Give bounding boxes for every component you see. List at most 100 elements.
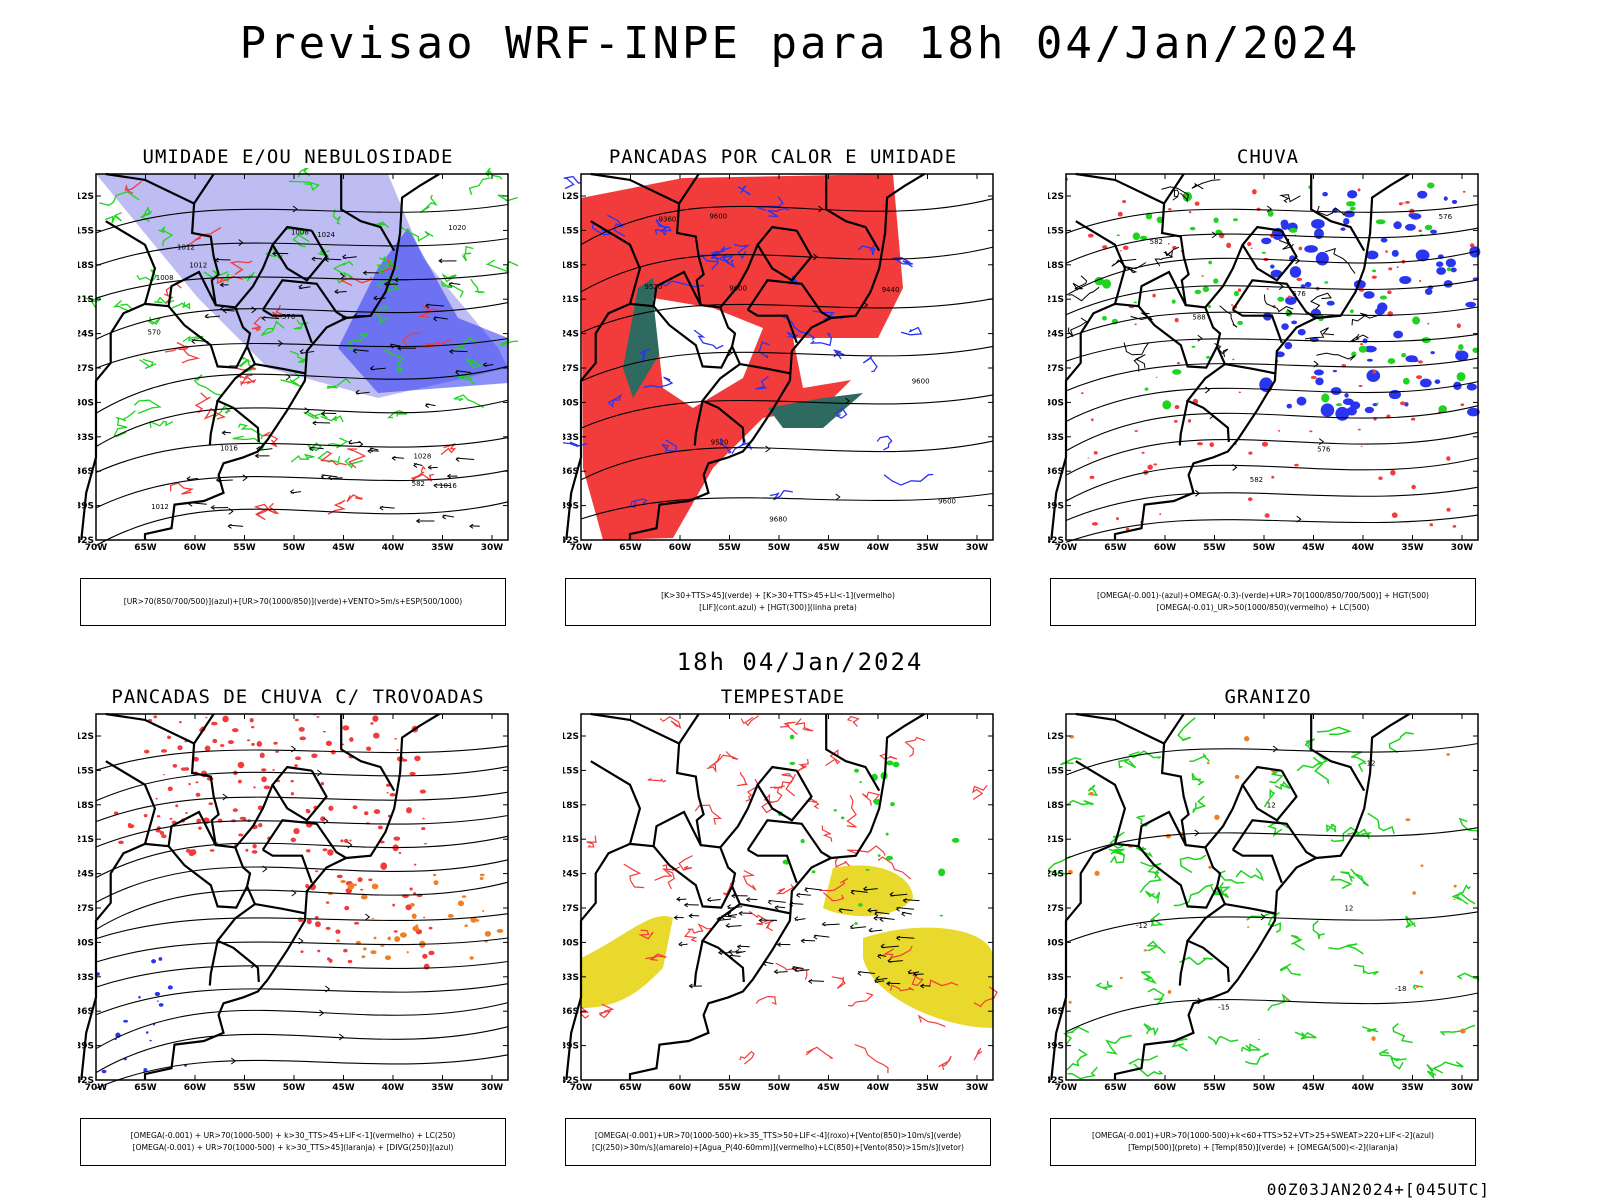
wind-vector-head xyxy=(222,308,227,314)
thunderstorm-area-red xyxy=(311,753,318,758)
omega-area-blue xyxy=(1465,301,1477,308)
thunderstorm-area-red xyxy=(389,793,396,797)
rain-area-red xyxy=(1250,247,1253,249)
border-line xyxy=(262,308,313,344)
contour-label: 582 xyxy=(1250,476,1263,484)
lon-tick-label: 35W xyxy=(916,1083,939,1093)
thunderstorm-area-red xyxy=(196,818,202,824)
temperature-850-contour xyxy=(1095,980,1113,991)
panel-title: PANCADAS DE CHUVA C/ TROVOADAS xyxy=(111,686,485,708)
lat-tick-label: 39S xyxy=(78,502,94,512)
lat-tick-label: 42S xyxy=(78,1076,94,1086)
border-line xyxy=(693,400,704,446)
wind-vector-head xyxy=(736,944,741,950)
omega-area-green xyxy=(1371,269,1377,273)
precipitable-water-contour xyxy=(678,855,693,871)
thunderstorm-area-red xyxy=(298,727,305,732)
omega-area-green xyxy=(1182,191,1193,202)
wind-vector-head xyxy=(312,420,317,426)
omega-area-orange xyxy=(1415,985,1420,988)
stream-arrow xyxy=(818,205,824,213)
temperature-850-contour xyxy=(1361,1025,1379,1033)
thunderstorm-area-red xyxy=(156,829,162,833)
contour-label: 1012 xyxy=(189,261,207,269)
precipitable-water-contour xyxy=(917,1014,946,1028)
rain-area-red xyxy=(1134,430,1138,432)
contour-label: 9680 xyxy=(769,515,787,523)
rain-area-red xyxy=(1174,404,1180,410)
thunderstorm-area-red xyxy=(179,720,182,724)
wind-area-green xyxy=(789,761,796,765)
streamline xyxy=(95,983,509,1016)
lat-tick-label: 12S xyxy=(78,732,94,742)
low-level-humidity-contour xyxy=(441,280,464,298)
lon-tick-label: 65W xyxy=(134,1083,157,1093)
wind-vector-head xyxy=(425,303,430,309)
lat-tick-label: 21S xyxy=(78,295,94,305)
thunderstorm-area-red xyxy=(340,839,344,843)
relief-contour xyxy=(1263,294,1294,313)
border-line xyxy=(739,363,792,375)
omega-area-blue xyxy=(1326,300,1335,306)
thunderstorm-area-red xyxy=(325,901,330,904)
rain-area-red xyxy=(1411,484,1416,490)
lifted-index-contour xyxy=(900,326,923,336)
rain-area-red xyxy=(1469,243,1475,248)
wind-vector-head xyxy=(804,887,809,893)
wind-vector-head xyxy=(368,447,374,453)
lon-tick-label: 50W xyxy=(283,543,306,553)
omega-area-blue xyxy=(1374,307,1385,316)
omega-area-blue xyxy=(1366,369,1381,382)
thunderstorm-area-red xyxy=(320,816,326,822)
border-line xyxy=(675,173,745,443)
thunderstorm-area-red xyxy=(252,843,257,849)
rain-area-red xyxy=(1456,350,1460,352)
thunderstorm-area-red xyxy=(246,739,251,742)
precipitable-water-contour xyxy=(755,995,777,1005)
precipitable-water-contour xyxy=(879,753,898,761)
wind-vector-head xyxy=(758,917,763,923)
lifted-index-contour xyxy=(654,220,667,236)
lifted-index-contour xyxy=(660,439,678,452)
thickness-contour xyxy=(203,407,227,420)
border-line xyxy=(693,940,704,986)
rain-area-red xyxy=(1359,343,1364,346)
divergence-area-blue xyxy=(154,991,161,997)
omega-area-blue xyxy=(1350,401,1361,410)
low-level-humidity-contour xyxy=(158,225,174,247)
rain-area-red xyxy=(1134,323,1137,326)
wind-vector-head xyxy=(298,284,303,290)
stream-arrow xyxy=(262,865,268,873)
shower-area-orange xyxy=(409,902,415,907)
stream-arrow xyxy=(304,407,310,414)
omega-area-green xyxy=(1426,182,1435,189)
coastline xyxy=(1113,173,1410,540)
border-line xyxy=(652,810,734,909)
lon-tick-label: 55W xyxy=(718,543,741,553)
omega-area-orange xyxy=(1143,949,1148,952)
rain-area-red xyxy=(1390,469,1396,476)
thunderstorm-area-red xyxy=(428,926,433,930)
legend-line: [OMEGA(-0.01)_UR>50(1000/850)(vermelho) … xyxy=(1156,603,1370,612)
border-line xyxy=(719,244,759,309)
shower-area-orange xyxy=(457,900,465,907)
map-granizo: -12-12-15-18121212S15S18S21S24S27S30S33S… xyxy=(1048,712,1480,1093)
omega-area-green xyxy=(1446,267,1451,272)
precipitable-water-contour xyxy=(645,953,667,961)
thunderstorm-area-red xyxy=(251,726,255,729)
lon-tick-label: 55W xyxy=(233,543,256,553)
rain-area-red xyxy=(1226,242,1232,248)
border-line xyxy=(1137,270,1219,369)
lon-tick-label: 70W xyxy=(1055,543,1078,553)
thunderstorm-area-red xyxy=(222,715,229,723)
thunderstorm-area-red xyxy=(396,749,399,751)
wind-vector-head xyxy=(482,362,487,368)
lat-tick-label: 12S xyxy=(563,192,579,202)
rain-area-red xyxy=(1388,267,1393,271)
thunderstorm-area-red xyxy=(167,786,173,792)
temperature-850-contour xyxy=(1171,1038,1188,1052)
wind-vector-head xyxy=(355,389,360,395)
lon-tick-label: 70W xyxy=(570,543,593,553)
shower-area-orange xyxy=(380,944,385,947)
rain-area-red xyxy=(1238,391,1241,394)
